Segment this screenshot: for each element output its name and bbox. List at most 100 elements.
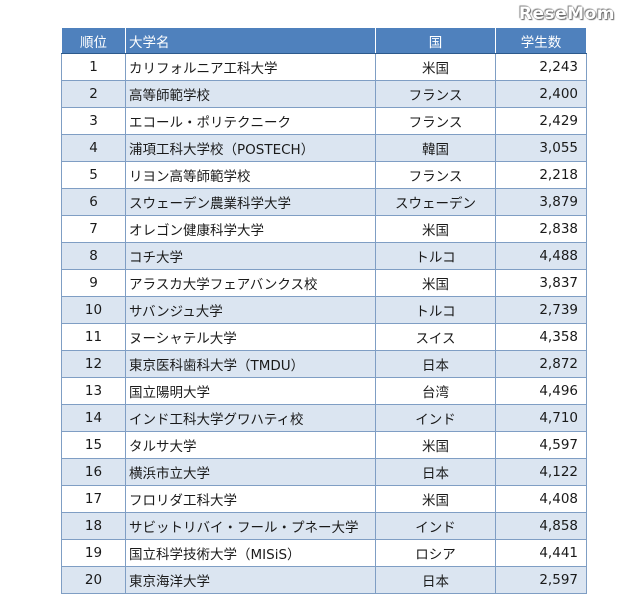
rank-cell: 3: [61, 107, 126, 135]
students-cell: 2,400: [495, 80, 587, 108]
country-cell: 韓国: [375, 134, 496, 162]
table-row: 14 インド工科大学グワハティ校 インド 4,710: [61, 404, 587, 432]
university-cell: アラスカ大学フェアバンクス校: [125, 269, 376, 297]
country-cell: トルコ: [375, 296, 496, 324]
university-cell: エコール・ポリテクニーク: [125, 107, 376, 135]
students-cell: 4,488: [495, 242, 587, 270]
university-cell: フロリダ工科大学: [125, 485, 376, 513]
rank-cell: 13: [61, 377, 126, 405]
students-cell: 2,429: [495, 107, 587, 135]
country-header: 国: [375, 27, 496, 54]
country-cell: スイス: [375, 323, 496, 351]
country-cell: 日本: [375, 566, 496, 594]
university-cell: コチ大学: [125, 242, 376, 270]
rank-cell: 17: [61, 485, 126, 513]
university-cell: インド工科大学グワハティ校: [125, 404, 376, 432]
country-cell: フランス: [375, 161, 496, 189]
rank-cell: 15: [61, 431, 126, 459]
students-cell: 4,408: [495, 485, 587, 513]
table-row: 7 オレゴン健康科学大学 米国 2,838: [61, 215, 587, 243]
table-row: 16 横浜市立大学 日本 4,122: [61, 458, 587, 486]
rank-cell: 10: [61, 296, 126, 324]
table-row: 10 サバンジュ大学 トルコ 2,739: [61, 296, 587, 324]
students-cell: 4,710: [495, 404, 587, 432]
table-row: 17 フロリダ工科大学 米国 4,408: [61, 485, 587, 513]
students-cell: 4,441: [495, 539, 587, 567]
university-cell: リヨン高等師範学校: [125, 161, 376, 189]
rank-cell: 2: [61, 80, 126, 108]
resemom-logo: ReseMom: [518, 4, 615, 24]
country-cell: 日本: [375, 458, 496, 486]
country-cell: 日本: [375, 350, 496, 378]
table-row: 2 高等師範学校 フランス 2,400: [61, 80, 587, 108]
table-row: 18 サビットリバイ・フール・プネー大学 インド 4,858: [61, 512, 587, 540]
students-cell: 2,597: [495, 566, 587, 594]
students-cell: 3,837: [495, 269, 587, 297]
country-cell: スウェーデン: [375, 188, 496, 216]
rank-cell: 12: [61, 350, 126, 378]
table-row: 4 浦項工科大学校（POSTECH） 韓国 3,055: [61, 134, 587, 162]
students-header: 学生数: [495, 27, 587, 54]
students-cell: 4,496: [495, 377, 587, 405]
university-cell: サバンジュ大学: [125, 296, 376, 324]
university-cell: 国立陽明大学: [125, 377, 376, 405]
rank-cell: 1: [61, 53, 126, 81]
table-row: 3 エコール・ポリテクニーク フランス 2,429: [61, 107, 587, 135]
students-cell: 2,838: [495, 215, 587, 243]
students-cell: 2,243: [495, 53, 587, 81]
students-cell: 4,358: [495, 323, 587, 351]
rank-cell: 18: [61, 512, 126, 540]
country-cell: 台湾: [375, 377, 496, 405]
country-cell: フランス: [375, 107, 496, 135]
students-cell: 4,858: [495, 512, 587, 540]
table-row: 9 アラスカ大学フェアバンクス校 米国 3,837: [61, 269, 587, 297]
rank-cell: 9: [61, 269, 126, 297]
university-ranking-table: 順位 大学名 国 学生数 1 カリフォルニア工科大学 米国 2,243 2 高等師範学校フ…: [61, 27, 587, 594]
country-cell: フランス: [375, 80, 496, 108]
university-cell: タルサ大学: [125, 431, 376, 459]
country-cell: インド: [375, 512, 496, 540]
table-row: 19 国立科学技術大学（MISiS） ロシア 4,441: [61, 539, 587, 567]
rank-cell: 20: [61, 566, 126, 594]
country-cell: 米国: [375, 431, 496, 459]
rank-cell: 19: [61, 539, 126, 567]
rank-cell: 4: [61, 134, 126, 162]
table-row: 20 東京海洋大学 日本 2,597: [61, 566, 587, 594]
country-cell: 米国: [375, 269, 496, 297]
table-row: 13 国立陽明大学 台湾 4,496: [61, 377, 587, 405]
students-cell: 4,122: [495, 458, 587, 486]
rank-cell: 5: [61, 161, 126, 189]
students-cell: 2,218: [495, 161, 587, 189]
university-cell: オレゴン健康科学大学: [125, 215, 376, 243]
table-row: 15 タルサ大学 米国 4,597: [61, 431, 587, 459]
table-row: 1 カリフォルニア工科大学 米国 2,243: [61, 53, 587, 81]
university-cell: 東京医科歯科大学（TMDU）: [125, 350, 376, 378]
rank-cell: 16: [61, 458, 126, 486]
students-cell: 3,879: [495, 188, 587, 216]
country-cell: 米国: [375, 53, 496, 81]
university-cell: ヌーシャテル大学: [125, 323, 376, 351]
students-cell: 3,055: [495, 134, 587, 162]
university-cell: カリフォルニア工科大学: [125, 53, 376, 81]
rank-cell: 7: [61, 215, 126, 243]
rank-cell: 11: [61, 323, 126, 351]
students-cell: 2,739: [495, 296, 587, 324]
university-cell: サビットリバイ・フール・プネー大学: [125, 512, 376, 540]
table-row: 8 コチ大学 トルコ 4,488: [61, 242, 587, 270]
country-cell: 米国: [375, 485, 496, 513]
university-cell: 国立科学技術大学（MISiS）: [125, 539, 376, 567]
students-cell: 4,597: [495, 431, 587, 459]
rank-cell: 8: [61, 242, 126, 270]
rank-header: 順位: [61, 27, 126, 54]
table-row: 12 東京医科歯科大学（TMDU） 日本 2,872: [61, 350, 587, 378]
university-cell: 横浜市立大学: [125, 458, 376, 486]
country-cell: 米国: [375, 215, 496, 243]
students-cell: 2,872: [495, 350, 587, 378]
table-row: 6 スウェーデン農業科学大学 スウェーデン 3,879: [61, 188, 587, 216]
country-cell: ロシア: [375, 539, 496, 567]
university-cell: 高等師範学校: [125, 80, 376, 108]
country-cell: トルコ: [375, 242, 496, 270]
university-cell: スウェーデン農業科学大学: [125, 188, 376, 216]
university-header: 大学名: [125, 27, 376, 54]
table-row: 5 リヨン高等師範学校 フランス 2,218: [61, 161, 587, 189]
